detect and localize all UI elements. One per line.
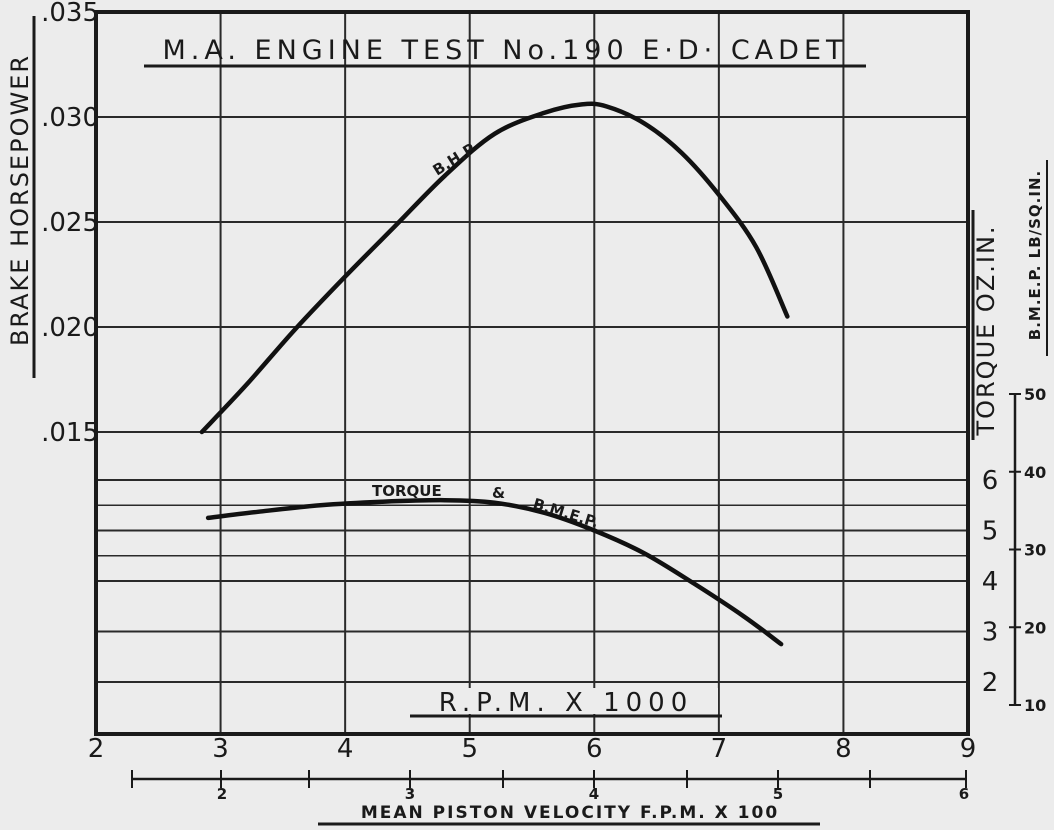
grid xyxy=(96,12,968,734)
torque-curve-label: TORQUE xyxy=(372,482,442,500)
x-tick-label: 5 xyxy=(461,734,478,764)
y-tick-label: .030 xyxy=(41,103,99,133)
secondary-x-tick-label: 6 xyxy=(959,785,969,803)
secondary-x-tick-label: 4 xyxy=(589,785,599,803)
xlabel-backdrop xyxy=(412,688,718,714)
secondary-x-tick-label: 2 xyxy=(217,785,227,803)
y-tick-label: .025 xyxy=(41,208,99,238)
torque-tick-label: 4 xyxy=(982,567,999,597)
x-tick-label: 7 xyxy=(711,734,728,764)
x-tick-label: 2 xyxy=(88,734,105,764)
y-tick-label: .015 xyxy=(41,418,99,448)
x-tick-label: 4 xyxy=(337,734,354,764)
torque-curve-label-amp: & xyxy=(492,484,505,502)
torque-tick-label: 3 xyxy=(982,618,999,648)
bmep-tick-label: 10 xyxy=(1024,696,1046,715)
bmep-tick-label: 40 xyxy=(1024,463,1046,482)
y-axis-title: BRAKE HORSEPOWER xyxy=(6,54,34,346)
torque-tick-label: 5 xyxy=(982,517,999,547)
torque-tick-label: 2 xyxy=(982,668,999,698)
y-tick-label: .035 xyxy=(41,0,99,28)
plot-frame xyxy=(94,10,970,736)
bmep-tick-label: 50 xyxy=(1024,385,1046,404)
bmep-tick-label: 30 xyxy=(1024,541,1046,560)
secondary-x-tick-label: 3 xyxy=(405,785,415,803)
bhp-curve xyxy=(199,101,790,435)
axes xyxy=(131,393,1021,788)
x-tick-label: 3 xyxy=(212,734,229,764)
bmep-axis-title: B.M.E.P. LB/SQ.IN. xyxy=(1026,170,1044,340)
x-axis-title: R.P.M. X 1000 xyxy=(439,688,694,718)
torque-axis-title: TORQUE OZ.IN. xyxy=(972,224,1000,436)
x-tick-label: 9 xyxy=(960,734,977,764)
series-layer xyxy=(199,101,790,647)
bmep-tick-label: 20 xyxy=(1024,618,1046,637)
secondary-x-axis-title: MEAN PISTON VELOCITY F.P.M. X 100 xyxy=(361,803,779,823)
chart-title: M.A. ENGINE TEST No.190 E·D· CADET xyxy=(163,35,848,66)
x-tick-label: 8 xyxy=(835,734,852,764)
x-tick-label: 6 xyxy=(586,734,603,764)
y-tick-label: .020 xyxy=(41,313,99,343)
secondary-x-tick-label: 5 xyxy=(773,785,783,803)
torque-curve xyxy=(205,497,784,647)
torque-tick-label: 6 xyxy=(982,466,999,496)
